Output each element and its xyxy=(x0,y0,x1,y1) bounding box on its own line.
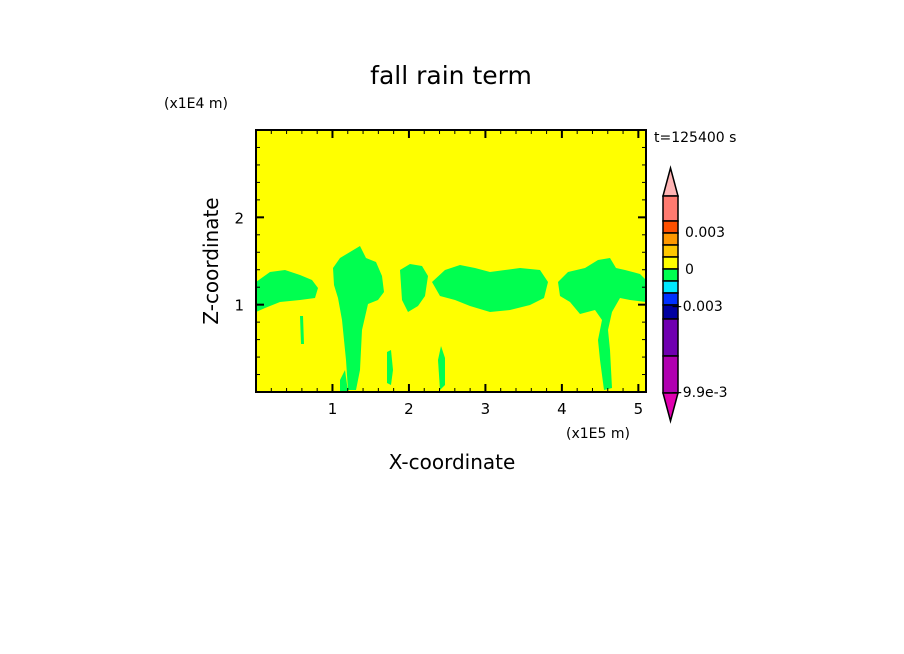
colorbar-bin xyxy=(662,220,679,234)
y-axis-label: Z-coordinate xyxy=(199,197,223,324)
rain-region xyxy=(400,264,428,312)
axis-ticks xyxy=(256,130,646,392)
y-tick-label: 1 xyxy=(234,297,244,315)
colorbar-label: −0.003 xyxy=(671,299,723,315)
colorbar-bin xyxy=(662,280,679,294)
colorbar-bin xyxy=(662,268,679,282)
colorbar-label: 0.003 xyxy=(685,225,725,241)
rain-region xyxy=(438,346,445,390)
time-label: t=125400 s xyxy=(654,130,736,146)
rain-region xyxy=(387,350,393,385)
x-unit-label: (x1E5 m) xyxy=(566,426,630,442)
colorbar-label: 0 xyxy=(685,262,694,278)
y-unit-label: (x1E4 m) xyxy=(164,96,228,112)
rain-region xyxy=(340,370,348,392)
rain-region xyxy=(558,258,646,390)
rain-region xyxy=(333,246,384,390)
plot-area xyxy=(255,129,647,393)
colorbar-bin xyxy=(662,232,679,246)
rain-region xyxy=(432,265,548,312)
x-tick-label: 1 xyxy=(328,400,338,418)
chart-title: fall rain term xyxy=(370,61,532,90)
x-axis-label: X-coordinate xyxy=(389,450,516,474)
colorbar-bin xyxy=(662,318,679,357)
colorbar-bin xyxy=(662,256,679,270)
x-tick-label: 4 xyxy=(557,400,567,418)
colorbar-under-triangle xyxy=(662,392,679,424)
y-tick-label: 2 xyxy=(234,209,244,227)
colorbar-over-triangle xyxy=(662,165,679,197)
colorbar-bin xyxy=(662,195,679,222)
colorbar-label: −9.9e-3 xyxy=(671,385,728,401)
rain-region xyxy=(300,316,304,344)
rain-region xyxy=(256,270,318,312)
y-tick-labels: 12 xyxy=(234,209,244,314)
colorbar-bin xyxy=(662,244,679,258)
colorbar: 0.003 0 −0.003 −9.9e-3 xyxy=(662,165,728,424)
x-tick-label: 2 xyxy=(404,400,414,418)
x-tick-labels: 1 2 3 4 5 xyxy=(328,400,643,418)
x-tick-label: 5 xyxy=(634,400,644,418)
plot-frame xyxy=(255,129,647,393)
field-background xyxy=(256,130,646,392)
x-tick-label: 3 xyxy=(481,400,491,418)
